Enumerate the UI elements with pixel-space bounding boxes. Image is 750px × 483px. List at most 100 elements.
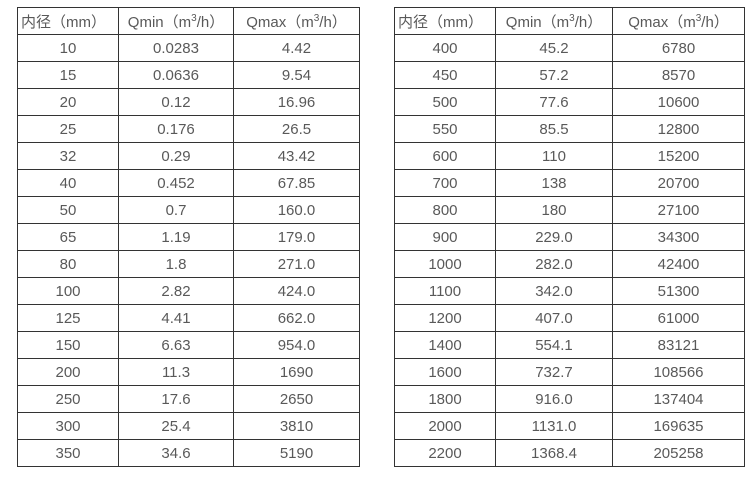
cell-qmin: 554.1 (495, 331, 613, 359)
cell-diameter: 600 (394, 142, 496, 170)
table-row: 250 17.6 2650 (17, 385, 360, 413)
cell-qmax: 271.0 (233, 250, 360, 278)
table-row: 900 229.0 34300 (394, 223, 745, 251)
cell-qmax: 51300 (612, 277, 745, 305)
cell-qmax: 2650 (233, 385, 360, 413)
table-row: 300 25.4 3810 (17, 412, 360, 440)
table-row: 80 1.8 271.0 (17, 250, 360, 278)
cell-qmin: 1131.0 (495, 412, 613, 440)
table-row: 400 45.2 6780 (394, 34, 745, 62)
table-row: 1100 342.0 51300 (394, 277, 745, 305)
table-row: 1000 282.0 42400 (394, 250, 745, 278)
table-row: 450 57.2 8570 (394, 61, 745, 89)
cell-diameter: 80 (17, 250, 119, 278)
cell-qmin: 407.0 (495, 304, 613, 332)
cell-qmax: 67.85 (233, 169, 360, 197)
table-header: 内径（mm） Qmin（m3/h） Qmax（m3/h） (394, 7, 745, 35)
table-row: 125 4.41 662.0 (17, 304, 360, 332)
cell-qmax: 15200 (612, 142, 745, 170)
cell-qmax: 954.0 (233, 331, 360, 359)
table-row: 1200 407.0 61000 (394, 304, 745, 332)
table-row: 25 0.176 26.5 (17, 115, 360, 143)
cell-qmin: 6.63 (118, 331, 234, 359)
cell-qmax: 43.42 (233, 142, 360, 170)
cell-qmin: 0.452 (118, 169, 234, 197)
cell-qmin: 282.0 (495, 250, 613, 278)
cell-qmax: 108566 (612, 358, 745, 386)
cell-qmin: 0.12 (118, 88, 234, 116)
cell-diameter: 1100 (394, 277, 496, 305)
cell-qmax: 83121 (612, 331, 745, 359)
cell-diameter: 32 (17, 142, 119, 170)
cell-qmin: 0.7 (118, 196, 234, 224)
header-row: 内径（mm） Qmin（m3/h） Qmax（m3/h） (17, 7, 360, 35)
cell-diameter: 65 (17, 223, 119, 251)
cell-diameter: 500 (394, 88, 496, 116)
table-row: 50 0.7 160.0 (17, 196, 360, 224)
table-row: 800 180 27100 (394, 196, 745, 224)
table-row: 2200 1368.4 205258 (394, 439, 745, 467)
cell-qmax: 10600 (612, 88, 745, 116)
column-header-qmin: Qmin（m3/h） (118, 7, 234, 35)
cell-qmax: 27100 (612, 196, 745, 224)
table-row: 65 1.19 179.0 (17, 223, 360, 251)
table-row: 350 34.6 5190 (17, 439, 360, 467)
table-row: 1600 732.7 108566 (394, 358, 745, 386)
cell-qmin: 4.41 (118, 304, 234, 332)
cell-diameter: 1800 (394, 385, 496, 413)
cell-qmin: 25.4 (118, 412, 234, 440)
cell-diameter: 20 (17, 88, 119, 116)
cell-qmax: 61000 (612, 304, 745, 332)
cell-qmax: 424.0 (233, 277, 360, 305)
cell-qmin: 0.29 (118, 142, 234, 170)
table-body: 10 0.0283 4.42 15 0.0636 9.54 20 0.12 16.96 25 0.1… (17, 34, 360, 467)
cell-qmin: 2.82 (118, 277, 234, 305)
cell-diameter: 10 (17, 34, 119, 62)
cell-diameter: 700 (394, 169, 496, 197)
column-header-qmin: Qmin（m3/h） (495, 7, 613, 35)
cell-qmin: 916.0 (495, 385, 613, 413)
cell-qmin: 34.6 (118, 439, 234, 467)
cell-diameter: 900 (394, 223, 496, 251)
flow-table-large-diameters: 内径（mm） Qmin（m3/h） Qmax（m3/h） 400 45.2 6780 45… (394, 7, 745, 467)
cell-qmin: 180 (495, 196, 613, 224)
cell-qmax: 4.42 (233, 34, 360, 62)
cell-diameter: 250 (17, 385, 119, 413)
cell-qmax: 26.5 (233, 115, 360, 143)
table-row: 550 85.5 12800 (394, 115, 745, 143)
column-header-qmax: Qmax（m3/h） (612, 7, 745, 35)
cell-qmax: 3810 (233, 412, 360, 440)
cell-diameter: 100 (17, 277, 119, 305)
cell-diameter: 2200 (394, 439, 496, 467)
table-row: 500 77.6 10600 (394, 88, 745, 116)
cell-diameter: 15 (17, 61, 119, 89)
table-row: 150 6.63 954.0 (17, 331, 360, 359)
table-row: 2000 1131.0 169635 (394, 412, 745, 440)
table-row: 700 138 20700 (394, 169, 745, 197)
table-row: 10 0.0283 4.42 (17, 34, 360, 62)
cell-diameter: 800 (394, 196, 496, 224)
table-row: 100 2.82 424.0 (17, 277, 360, 305)
cell-qmax: 16.96 (233, 88, 360, 116)
cell-qmax: 20700 (612, 169, 745, 197)
cell-qmax: 205258 (612, 439, 745, 467)
cell-diameter: 1600 (394, 358, 496, 386)
column-header-diameter: 内径（mm） (394, 7, 496, 35)
cell-qmin: 11.3 (118, 358, 234, 386)
cell-qmin: 0.176 (118, 115, 234, 143)
cell-qmin: 110 (495, 142, 613, 170)
header-row: 内径（mm） Qmin（m3/h） Qmax（m3/h） (394, 7, 745, 35)
cell-qmin: 342.0 (495, 277, 613, 305)
cell-diameter: 450 (394, 61, 496, 89)
table-row: 600 110 15200 (394, 142, 745, 170)
cell-qmin: 17.6 (118, 385, 234, 413)
cell-qmax: 5190 (233, 439, 360, 467)
cell-qmin: 1368.4 (495, 439, 613, 467)
cell-qmax: 12800 (612, 115, 745, 143)
table-row: 15 0.0636 9.54 (17, 61, 360, 89)
cell-diameter: 300 (17, 412, 119, 440)
cell-qmax: 662.0 (233, 304, 360, 332)
cell-diameter: 1000 (394, 250, 496, 278)
cell-qmin: 229.0 (495, 223, 613, 251)
